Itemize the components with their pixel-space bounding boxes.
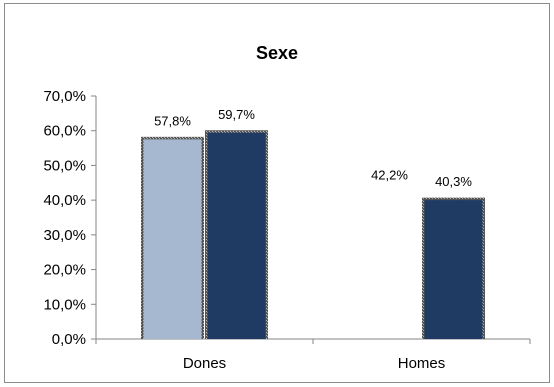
bar-value-label: 42,2% (371, 168, 408, 183)
x-category-label: Homes (398, 355, 446, 372)
y-tick-label: 60,0% (43, 123, 86, 140)
y-tick-label: 10,0% (43, 296, 86, 313)
y-tick-label: 20,0% (43, 262, 86, 279)
bar-value-label: 40,3% (435, 174, 472, 189)
bar-layer (141, 130, 485, 339)
y-tick-label: 30,0% (43, 227, 86, 244)
bar-value-label: 59,7% (218, 107, 255, 122)
label-layer: Dones 57,8% 59,7% Homes 42,2% 40,3% (154, 107, 472, 372)
bar (424, 200, 483, 339)
y-tick-label: 70,0% (43, 88, 86, 105)
bar-value-label: 57,8% (154, 113, 191, 128)
axis-layer: 0,0% 10,0% 20,0% 30,0% 40,0% 50,0% 60,0% 70,0% (43, 88, 531, 348)
bar (143, 139, 202, 339)
y-tick-label: 40,0% (43, 192, 86, 209)
y-tick-label: 50,0% (43, 157, 86, 174)
y-tick-label: 0,0% (52, 331, 86, 348)
bar (207, 132, 266, 339)
chart-title: Sexe (256, 43, 298, 63)
x-category-label: Dones (183, 355, 226, 372)
